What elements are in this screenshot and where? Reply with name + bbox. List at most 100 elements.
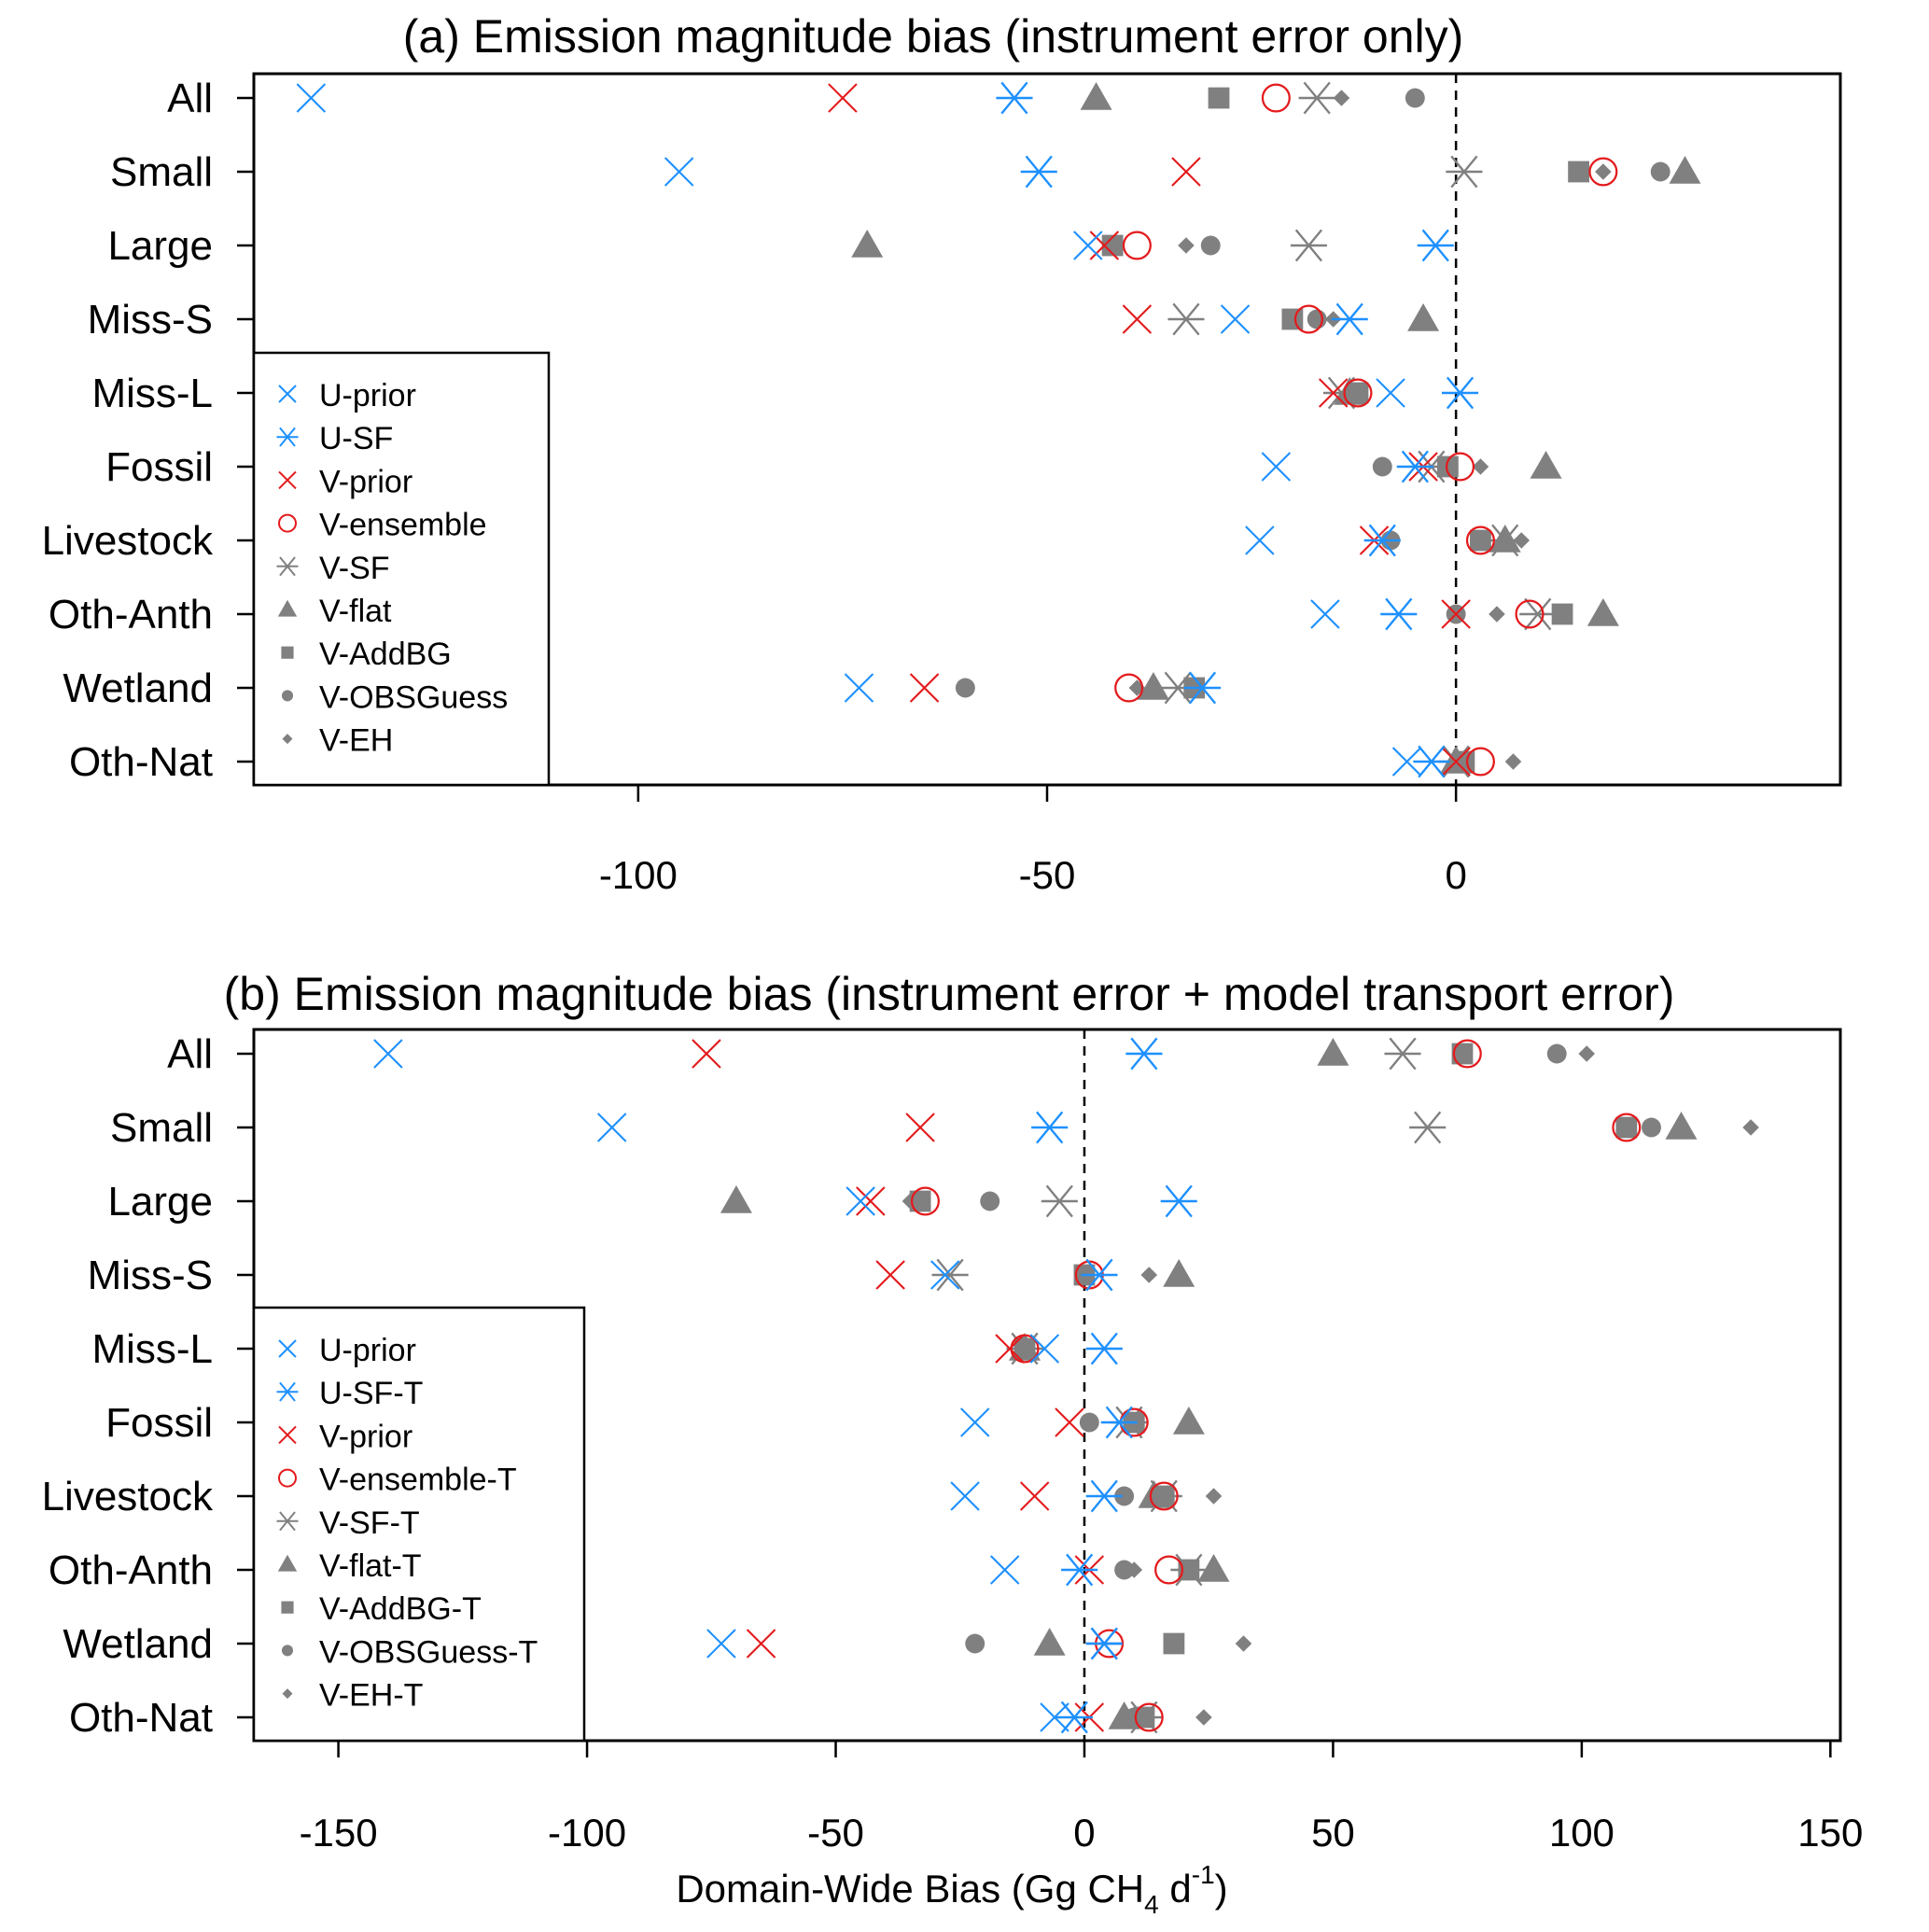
legend-open-circle-icon bbox=[278, 513, 297, 533]
y-tick-label-all: All bbox=[167, 1031, 213, 1077]
legend-cross-icon bbox=[278, 1425, 297, 1445]
point-v-addbg-t-wetland bbox=[1163, 1632, 1185, 1655]
point-u-sf-large bbox=[1417, 229, 1454, 262]
point-v-sf-t-oth-nat bbox=[1125, 1701, 1163, 1734]
point-u-sf-t-fossil bbox=[1100, 1406, 1138, 1439]
point-v-prior-fossil bbox=[1055, 1407, 1084, 1437]
point-u-sf-miss-l bbox=[1441, 376, 1479, 410]
legend-label-v-ensemble-t: V-ensemble-T bbox=[319, 1463, 517, 1498]
point-v-ensemble-all bbox=[1261, 83, 1291, 113]
point-u-prior-oth-nat bbox=[1040, 1702, 1069, 1732]
point-v-eh-small bbox=[1595, 163, 1612, 180]
point-u-prior-large bbox=[846, 1186, 875, 1216]
point-v-obsguess-t-oth-anth bbox=[1114, 1560, 1135, 1580]
point-v-prior-all bbox=[828, 83, 858, 113]
point-v-sf-livestock bbox=[1487, 524, 1524, 557]
point-u-prior-oth-anth bbox=[989, 1555, 1020, 1585]
x-tick-label: -100 bbox=[599, 853, 678, 897]
point-v-ensemble-t-oth-anth bbox=[1154, 1555, 1184, 1585]
point-v-sf-miss-s bbox=[1167, 302, 1205, 336]
point-v-ensemble-wetland bbox=[1114, 673, 1144, 703]
point-u-prior-miss-s bbox=[930, 1260, 960, 1290]
point-v-eh-t-small bbox=[1742, 1119, 1759, 1136]
point-u-prior-fossil bbox=[959, 1407, 990, 1437]
legend-label-u-sf-t: U-SF-T bbox=[319, 1376, 423, 1411]
point-v-sf-t-all bbox=[1384, 1037, 1421, 1071]
point-u-sf-t-oth-anth bbox=[1061, 1553, 1098, 1587]
legend-asterisk-icon bbox=[276, 1381, 299, 1402]
legend-cross-icon bbox=[278, 385, 297, 403]
point-v-prior-miss-s bbox=[875, 1260, 905, 1290]
point-v-flat-livestock bbox=[1489, 525, 1521, 553]
point-v-flat-wetland bbox=[1137, 672, 1169, 700]
point-v-sf-all bbox=[1298, 81, 1335, 115]
legend-label-v-sf: V-SF bbox=[319, 551, 390, 586]
point-u-sf-fossil bbox=[1396, 450, 1433, 483]
point-v-sf-large bbox=[1290, 229, 1327, 262]
panel-a-legend: U-prior U-SF V-prior V-ensemble V-SF V-flat V-… bbox=[252, 351, 551, 787]
point-u-prior-livestock bbox=[950, 1481, 980, 1511]
legend-filled-circle-icon bbox=[281, 690, 294, 702]
legend-asterisk-icon bbox=[276, 1511, 299, 1532]
point-u-prior-wetland bbox=[706, 1629, 736, 1659]
point-u-sf-wetland bbox=[1183, 671, 1222, 705]
legend-asterisk-icon bbox=[276, 427, 299, 447]
legend-cross-icon bbox=[278, 470, 297, 490]
point-v-eh-large bbox=[1178, 237, 1195, 254]
y-tick-label-livestock: Livestock bbox=[42, 518, 214, 564]
point-v-obsguess-small bbox=[1650, 161, 1670, 182]
point-v-flat-large bbox=[851, 230, 884, 258]
point-u-sf-oth-anth bbox=[1380, 597, 1418, 631]
point-v-prior-wetland bbox=[746, 1629, 776, 1659]
legend-asterisk-icon bbox=[276, 556, 299, 577]
panel-b-x-axis: -150 -100 -50 0 50 100 150 bbox=[300, 1741, 1863, 1855]
point-v-prior-all bbox=[692, 1039, 721, 1069]
legend-triangle-icon bbox=[277, 1554, 298, 1572]
legend-label-v-prior: V-prior bbox=[319, 464, 412, 499]
legend-box bbox=[252, 1306, 586, 1743]
point-v-prior-miss-l bbox=[1318, 378, 1349, 408]
y-tick-label-fossil: Fossil bbox=[105, 444, 213, 490]
legend-filled-circle-icon bbox=[281, 1645, 294, 1657]
point-v-obsguess-all bbox=[1405, 88, 1425, 108]
point-u-sf-t-wetland bbox=[1085, 1627, 1123, 1660]
panel-b-legend: U-prior U-SF-T V-prior V-ensemble-T V-SF-T V-… bbox=[252, 1306, 586, 1743]
legend-label-v-addbg: V-AddBG bbox=[319, 637, 452, 672]
point-v-flat-t-small bbox=[1665, 1112, 1698, 1140]
point-v-ensemble-fossil bbox=[1446, 452, 1475, 482]
legend-label-u-prior: U-prior bbox=[319, 378, 416, 413]
y-tick-label-large: Large bbox=[107, 1179, 213, 1225]
point-v-ensemble-t-miss-l bbox=[1010, 1334, 1040, 1364]
point-v-eh-oth-nat bbox=[1504, 753, 1522, 770]
point-v-addbg-miss-s bbox=[1281, 308, 1304, 330]
point-v-obsguess-t-all bbox=[1546, 1043, 1567, 1064]
point-v-flat-t-large bbox=[720, 1185, 752, 1213]
point-v-prior-miss-s bbox=[1122, 304, 1153, 334]
x-tick-label: 50 bbox=[1311, 1811, 1355, 1855]
point-v-eh-t-wetland bbox=[1235, 1635, 1252, 1652]
point-u-prior-oth-nat bbox=[1391, 747, 1422, 777]
point-v-prior-miss-l bbox=[995, 1334, 1025, 1364]
point-v-prior-oth-nat bbox=[1441, 747, 1471, 777]
point-v-addbg-small bbox=[1568, 161, 1589, 183]
x-tick-label: 150 bbox=[1797, 1811, 1863, 1855]
y-tick-label-large: Large bbox=[107, 223, 213, 269]
panel-b-data-points bbox=[373, 1037, 1759, 1734]
point-v-obsguess-t-livestock bbox=[1114, 1486, 1135, 1506]
x-tick-label: 100 bbox=[1549, 1811, 1614, 1855]
point-v-prior-oth-anth bbox=[1441, 599, 1471, 629]
point-u-sf-t-miss-l bbox=[1085, 1332, 1123, 1365]
legend-box bbox=[252, 351, 551, 787]
x-axis-title: Domain-Wide Bias (Gg CH4 d-1) bbox=[676, 1860, 1227, 1919]
panel-a-data-points bbox=[296, 81, 1701, 778]
point-v-addbg-t-large bbox=[909, 1190, 931, 1212]
point-v-flat-small bbox=[1669, 156, 1701, 184]
point-v-ensemble-miss-l bbox=[1343, 378, 1373, 408]
legend-open-circle-icon bbox=[278, 1468, 297, 1488]
legend-triangle-icon bbox=[277, 599, 298, 617]
point-v-ensemble-t-oth-nat bbox=[1134, 1702, 1164, 1732]
y-tick-label-miss-s: Miss-S bbox=[88, 297, 213, 343]
point-v-sf-t-small bbox=[1409, 1111, 1447, 1144]
point-v-ensemble-t-livestock bbox=[1149, 1481, 1179, 1511]
point-v-ensemble-large bbox=[1122, 231, 1152, 260]
